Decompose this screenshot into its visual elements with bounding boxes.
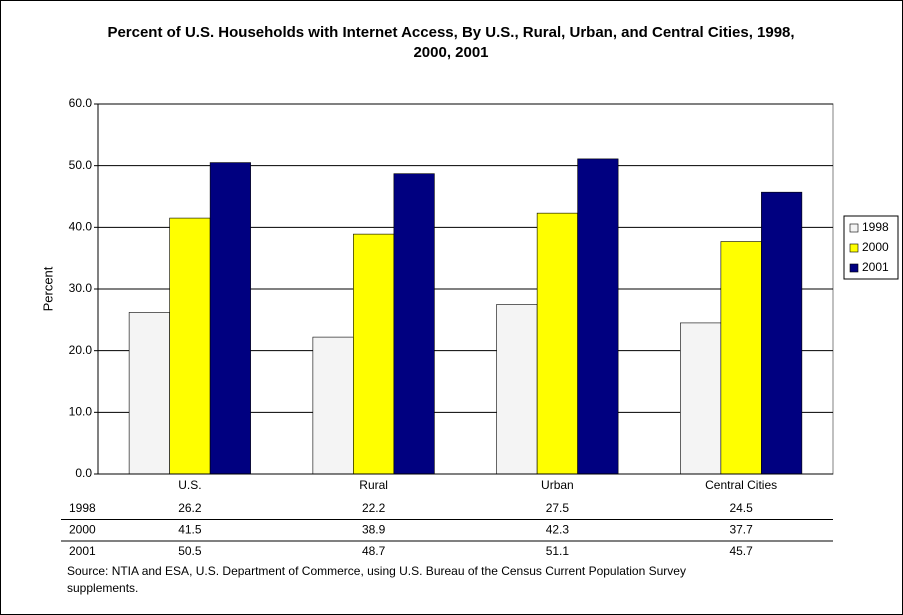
table-cell: 51.1 [546, 544, 570, 558]
x-tick-label: U.S. [178, 478, 201, 492]
table-cell: 37.7 [729, 523, 753, 537]
bar [680, 322, 722, 475]
y-tick-label: 20.0 [69, 343, 93, 357]
table-cell: 38.9 [362, 523, 386, 537]
bar [169, 217, 211, 475]
legend-label: 1998 [862, 220, 889, 234]
table-cell: 50.5 [178, 544, 202, 558]
table-cell: 42.3 [546, 523, 570, 537]
table-cell: 24.5 [729, 501, 753, 515]
bar [353, 233, 395, 475]
bar [720, 241, 762, 475]
y-tick-label: 0.0 [75, 466, 92, 480]
source-note: Source: NTIA and ESA, U.S. Department of… [67, 564, 686, 595]
y-tick-label: 40.0 [69, 220, 93, 234]
legend-swatch [849, 243, 859, 253]
table-row-label: 1998 [69, 501, 96, 515]
table-cell: 41.5 [178, 523, 202, 537]
legend-label: 2000 [862, 240, 889, 254]
bar [536, 212, 578, 475]
table-cell: 27.5 [546, 501, 570, 515]
legend-swatch [849, 223, 859, 233]
y-tick-label: 10.0 [69, 405, 93, 419]
y-tick-label: 50.0 [69, 158, 93, 172]
legend-label: 2001 [862, 260, 889, 274]
bar [761, 191, 803, 475]
x-tick-label: Central Cities [705, 478, 777, 492]
x-tick-label: Rural [359, 478, 388, 492]
table-cell: 26.2 [178, 501, 202, 515]
chart-title: Percent of U.S. Households with Internet… [107, 24, 795, 61]
table-cell: 48.7 [362, 544, 386, 558]
bar [312, 336, 354, 475]
bar [128, 312, 170, 475]
table-cell: 22.2 [362, 501, 386, 515]
table-row-label: 2001 [69, 544, 96, 558]
y-axis-label: Percent [40, 266, 55, 311]
table-row-label: 2000 [69, 523, 96, 537]
y-tick-label: 30.0 [69, 281, 93, 295]
y-tick-label: 60.0 [69, 96, 93, 110]
x-tick-label: Urban [541, 478, 574, 492]
legend-swatch [849, 263, 859, 273]
bar [496, 304, 538, 475]
bar [209, 162, 251, 475]
table-cell: 45.7 [729, 544, 753, 558]
bar [577, 158, 619, 475]
bar [393, 173, 435, 475]
